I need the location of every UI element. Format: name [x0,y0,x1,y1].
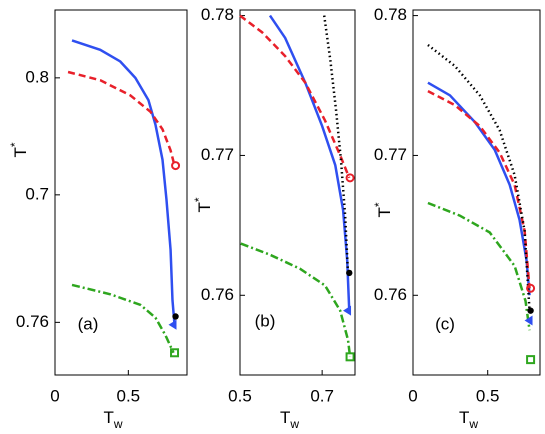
x-label-sub: w [113,417,123,431]
x-label-sub: w [289,417,299,431]
x-tick-label: 0.5 [476,386,500,405]
y-label-main: T [11,147,30,157]
x-label-sub: w [468,417,478,431]
series-line [71,283,175,354]
circle-marker [526,283,536,293]
circle-marker [171,161,181,171]
y-tick-label: 0.76 [374,285,407,304]
y-tick-label: 0.77 [201,145,234,164]
x-axis-label: Tw [280,408,299,431]
series-line [427,43,531,311]
panel-label: (a) [78,314,99,333]
y-axis-label: T* [192,197,214,212]
square-marker [345,352,355,362]
circle-marker [345,173,355,183]
x-tick-label: 0 [408,386,417,405]
plot-frame [412,9,541,376]
y-tick-label: 0.8 [25,67,49,86]
y-label-main: T [195,202,214,212]
dot-marker [346,269,353,277]
x-axis-label: Tw [459,408,478,431]
y-label-sub: * [372,202,386,207]
panel-label: (c) [435,314,455,333]
plot-frame [239,9,356,376]
x-tick-label: 0.5 [228,386,252,405]
y-tick-label: 0.78 [374,5,407,24]
y-axis-label: T* [8,142,30,157]
x-tick-label: 0 [50,386,59,405]
series-line [240,242,352,357]
y-label-sub: * [192,197,206,202]
triangle-marker [343,305,352,316]
triangle-marker [168,319,177,330]
y-tick-label: 0.76 [201,285,234,304]
y-axis-label: T* [372,202,394,217]
x-label-main: T [103,408,113,427]
y-tick-label: 0.7 [25,184,49,203]
series-line [67,70,176,166]
series-line [239,14,351,179]
y-tick-label: 0.78 [201,5,234,24]
series-line [71,39,176,325]
square-marker [170,348,180,358]
x-tick-label: 0.5 [117,386,141,405]
series-line [268,14,351,311]
x-label-main: T [280,408,290,427]
series-line [427,90,531,289]
dot-marker [172,313,179,320]
x-axis-label: Tw [103,408,122,431]
panel-label: (b) [255,311,276,330]
series-line [427,201,531,331]
y-label-sub: * [8,142,22,147]
square-marker [526,355,536,365]
y-tick-label: 0.77 [374,145,407,164]
plot-frame [54,9,188,376]
y-label-main: T [375,207,394,217]
x-label-main: T [459,408,469,427]
dot-marker [527,307,534,314]
x-tick-label: 0.7 [310,386,334,405]
y-tick-label: 0.76 [16,312,49,331]
triangle-marker [524,315,533,326]
